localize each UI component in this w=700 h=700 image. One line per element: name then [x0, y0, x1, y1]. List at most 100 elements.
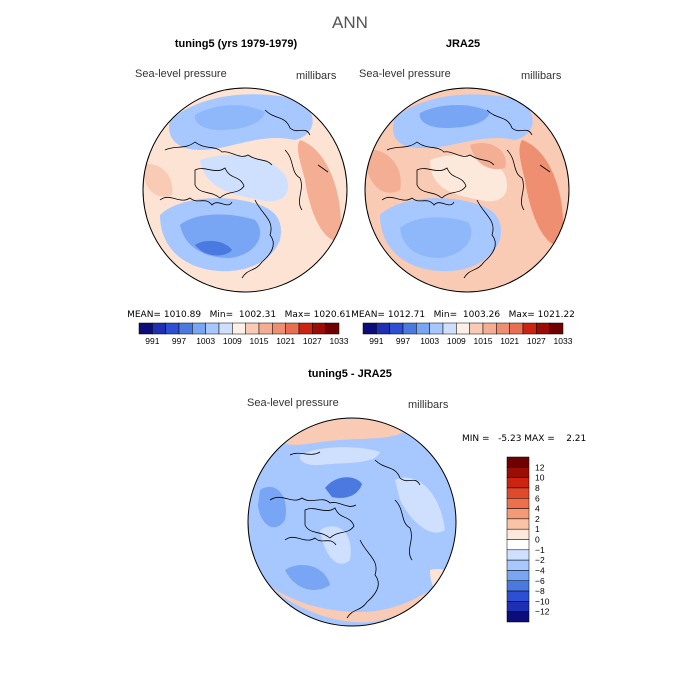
colorbar-tick-label: 1021: [500, 336, 519, 346]
map-field-high-left: [143, 164, 173, 197]
colorbar-tick-label: 0: [535, 535, 540, 545]
colorbar-tick-label: 1015: [250, 336, 269, 346]
map-field-near-zero-top: [299, 447, 380, 466]
colorbar-swatch: [138, 322, 153, 335]
map-field-high-left: [365, 149, 401, 193]
panel-diff-map: [248, 418, 456, 626]
colorbar-tick-label: 1003: [196, 336, 215, 346]
colorbar-swatch: [496, 322, 510, 335]
panel-diff-map-border: [247, 417, 457, 627]
map-field-low-atlantic-core: [195, 240, 232, 256]
colorbar-swatch: [218, 322, 233, 335]
colorbar-swatch: [549, 322, 564, 335]
colorbar-swatch: [416, 322, 430, 335]
map-field-lower-low: [285, 565, 330, 590]
colorbar-tick-label: 1027: [527, 336, 546, 346]
colorbar-tick-label: 997: [172, 336, 186, 346]
colorbar-swatch: [442, 322, 457, 335]
map-field-high-pacific: [519, 140, 564, 246]
colorbar-swatch: [506, 467, 530, 478]
panel-model-stats: MEAN= 1010.89 Min= 1002.31 Max= 1020.61: [127, 310, 351, 320]
colorbar-swatch: [506, 559, 530, 571]
colorbar-tick-label: −8: [535, 586, 545, 596]
colorbar-swatch: [272, 322, 286, 335]
colorbar-tick-label: 12: [535, 462, 545, 472]
colorbar-swatch: [506, 590, 530, 602]
colorbar-swatch: [232, 322, 246, 335]
colorbar-tick-label: −12: [535, 607, 550, 617]
colorbar-swatch: [522, 322, 537, 335]
coastlines: [269, 451, 421, 619]
map-field-low-arctic: [200, 155, 289, 202]
colorbar-swatch: [389, 322, 404, 335]
map-field-low-atlantic-inner: [400, 217, 472, 258]
colorbar-swatch: [362, 322, 377, 335]
panel-diff-variable: Sea-level pressure: [247, 397, 339, 409]
panel-model-variable: Sea-level pressure: [135, 68, 227, 80]
colorbar-swatch: [402, 322, 417, 335]
colorbar-tick-label: −2: [535, 555, 545, 565]
panel-obs-map: [365, 88, 569, 292]
colorbar-swatch: [298, 322, 313, 335]
colorbar-swatch: [506, 477, 530, 489]
colorbar-tick-label: 1003: [420, 336, 439, 346]
panel-model-map: [143, 88, 347, 292]
colorbar-swatch: [506, 580, 530, 592]
colorbar-swatch: [506, 549, 530, 561]
panel-obs: JRA25 Sea-level pressure millibars: [351, 38, 575, 346]
panel-obs-map-border: [364, 87, 570, 293]
colorbar-tick-label: −4: [535, 565, 545, 575]
colorbar-swatch: [325, 322, 340, 335]
panel-diff-title: tuning5 - JRA25: [308, 368, 392, 380]
map-field-high-pacific: [297, 140, 341, 241]
colorbar-tick-label: 1033: [330, 336, 349, 346]
map-field-low-top-inner: [419, 104, 490, 128]
colorbar-swatch: [506, 539, 530, 551]
colorbar-swatch: [506, 570, 530, 581]
colorbar-tick-label: −10: [535, 596, 550, 606]
colorbar-tick-label: 10: [535, 473, 545, 483]
map-field-high-center: [470, 142, 506, 170]
colorbar-swatch: [192, 322, 206, 335]
panel-model-units: millibars: [296, 70, 337, 82]
colorbar-swatch: [429, 322, 444, 335]
map-field-bottom-positive: [268, 585, 430, 623]
colorbar-tick-label: 1027: [303, 336, 322, 346]
colorbar-tick-label: 1021: [276, 336, 295, 346]
colorbar-swatch: [456, 322, 470, 335]
panel-obs-variable: Sea-level pressure: [359, 68, 451, 80]
map-field-bottom-right-positive: [430, 569, 454, 597]
colorbar-swatch: [285, 322, 300, 335]
coastlines: [159, 109, 329, 279]
colorbar-tick-label: −1: [535, 545, 545, 555]
colorbar-swatch: [509, 322, 524, 335]
panel-diff: tuning5 - JRA25 Sea-level pressure milli…: [247, 368, 586, 627]
colorbar-swatch: [376, 322, 390, 335]
colorbar-swatch: [245, 322, 260, 335]
colorbar-tick-label: 4: [535, 504, 540, 514]
colorbar-swatch: [178, 322, 193, 335]
colorbar-swatch: [165, 322, 180, 335]
panel-diff-units: millibars: [408, 399, 449, 411]
colorbar-swatch: [506, 611, 530, 623]
colorbar-swatch: [536, 322, 550, 335]
colorbar-tick-label: 991: [369, 336, 383, 346]
colorbar-tick-label: 8: [535, 483, 540, 493]
colorbar-swatch: [506, 456, 530, 468]
colorbar-tick-label: 1033: [554, 336, 573, 346]
panel-model-title: tuning5 (yrs 1979-1979): [175, 38, 298, 50]
map-field-low-top-inner: [194, 105, 265, 130]
panel-model: tuning5 (yrs 1979-1979) Sea-level pressu…: [127, 38, 351, 346]
colorbar-swatch: [506, 487, 530, 499]
panel-obs-colorbar: 991 997 1003 1009 1015 1021 1027 1033: [362, 322, 573, 346]
panel-model-colorbar: 991 997 1003 1009 1015 1021 1027 1033: [138, 322, 349, 346]
panel-diff-stats: MIN = -5.23 MAX = 2.21: [462, 434, 586, 444]
colorbar-tick-label: 1009: [447, 336, 466, 346]
colorbar-swatch: [312, 322, 326, 335]
colorbar-tick-label: 2: [535, 514, 540, 524]
colorbar-swatch: [506, 528, 530, 540]
panel-obs-units: millibars: [521, 70, 562, 82]
figure-title: ANN: [332, 13, 368, 32]
colorbar-swatch: [258, 322, 273, 335]
